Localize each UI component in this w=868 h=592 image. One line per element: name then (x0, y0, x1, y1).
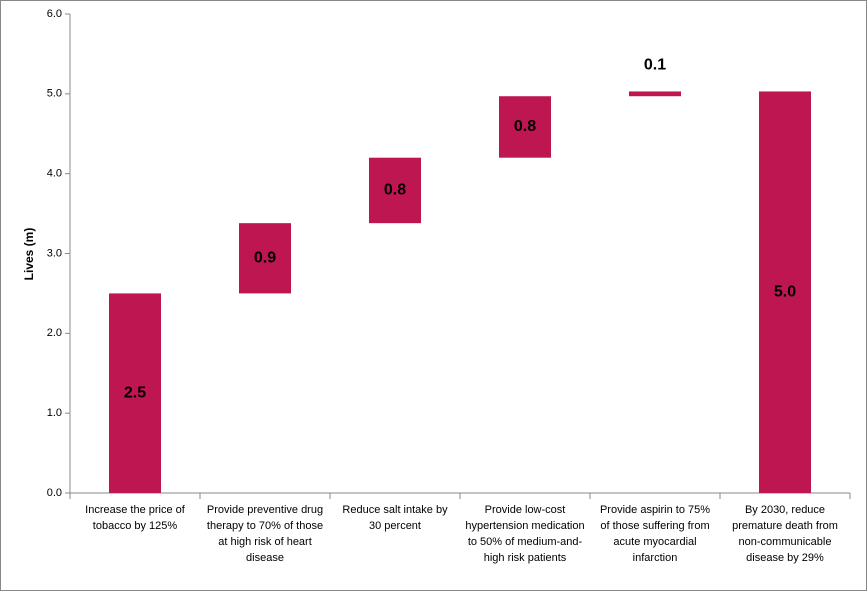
bar (759, 91, 811, 494)
bar (499, 96, 551, 158)
x-tick-label: Increase the price of tobacco by 125% (85, 504, 185, 532)
y-tick-label: 2.0 (47, 327, 62, 339)
bar (629, 91, 681, 97)
bar (239, 223, 291, 294)
y-tick-label: 5.0 (47, 88, 62, 100)
x-tick-label: Reduce salt intake by 30 percent (342, 504, 448, 532)
bar (369, 157, 421, 224)
data-label: 0.8 (514, 118, 536, 135)
y-tick-label: 4.0 (47, 168, 62, 180)
data-label: 2.5 (124, 384, 146, 401)
data-label: 0.1 (644, 57, 666, 74)
data-label: 0.9 (254, 250, 276, 267)
y-axis-title: Lives (m) (22, 228, 36, 281)
x-tick-label: Provide preventive drug therapy to 70% o… (206, 504, 324, 564)
data-label: 5.0 (774, 283, 796, 300)
y-tick-label: 0.0 (47, 487, 62, 499)
y-tick-label: 6.0 (47, 8, 62, 20)
bar (109, 293, 161, 493)
x-tick-label: Provide aspirin to 75% of those sufferin… (599, 504, 711, 564)
y-tick-label: 1.0 (47, 407, 62, 419)
x-tick-label: By 2030, reduce premature death from non… (732, 504, 838, 564)
data-label: 0.8 (384, 182, 406, 199)
y-tick-label: 3.0 (47, 247, 62, 259)
x-tick-label: Provide low-cost hypertension medication… (465, 504, 585, 564)
